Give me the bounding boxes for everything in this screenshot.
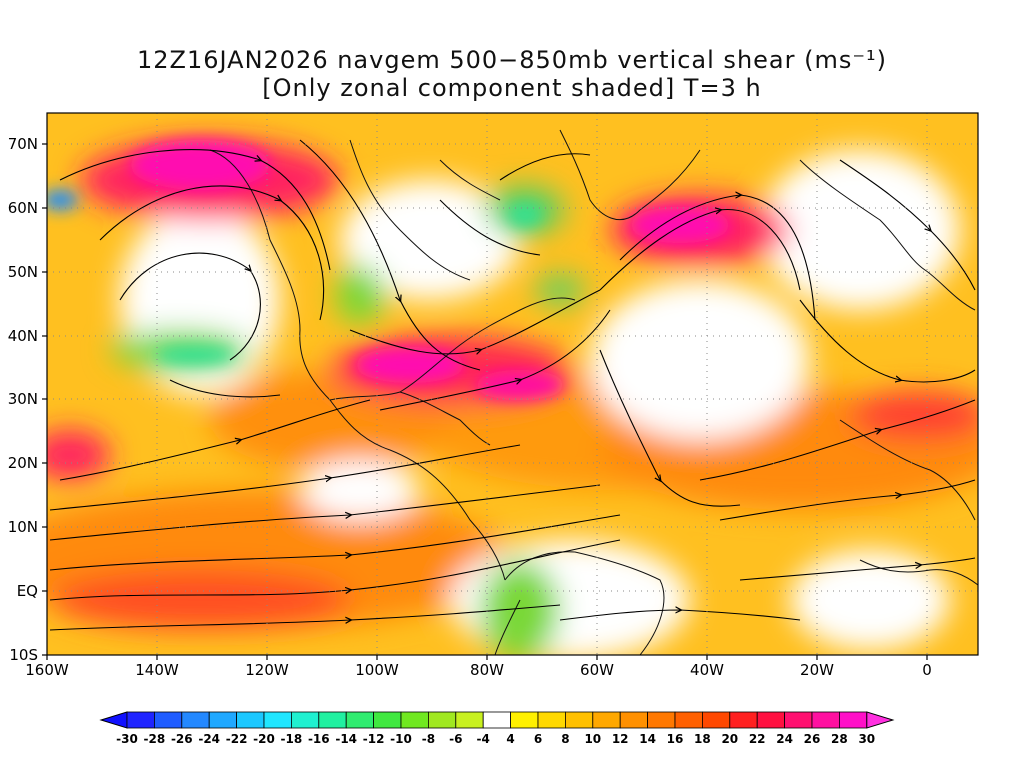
colorbar-label: 26	[803, 732, 821, 746]
colorbar-label: 4	[506, 732, 515, 746]
lat-label-10s: 10S	[9, 646, 38, 664]
lon-label-120w: 120W	[245, 661, 289, 679]
colorbar-label: 28	[831, 732, 848, 746]
coastlines	[209, 129, 978, 655]
colorbar-label: 8	[561, 732, 570, 746]
colorbar-cell	[126, 711, 155, 729]
streamlines	[49, 139, 976, 631]
colorbar-cell	[510, 711, 539, 729]
colorbar-cell	[153, 711, 183, 729]
lat-label-30n: 30N	[7, 390, 38, 408]
colorbar-cell	[290, 711, 320, 729]
colorbar-cell	[236, 711, 265, 729]
lon-label-100w: 100W	[355, 661, 399, 679]
shading-layer	[47, 113, 978, 655]
grid-lines	[47, 113, 978, 655]
colorbar-label: -8	[421, 732, 436, 746]
colorbar-cell	[537, 711, 566, 729]
colorbar-cell	[181, 711, 210, 729]
colorbar-label: 16	[666, 732, 684, 746]
colorbar-cell	[729, 711, 758, 729]
colorbar-label: 10	[584, 732, 602, 746]
colorbar-arrow-left	[99, 711, 128, 729]
colorbar-label: -24	[198, 732, 221, 746]
colorbar-label: -28	[143, 732, 166, 746]
colorbar-label: 20	[721, 732, 739, 746]
colorbar-cell	[263, 711, 292, 729]
colorbar-cell	[400, 711, 429, 729]
colorbar-label: -22	[225, 732, 248, 746]
plot-frame	[46, 112, 979, 656]
colorbar-cell	[702, 711, 731, 729]
lat-label-70n: 70N	[7, 135, 38, 153]
colorbar-cell	[811, 711, 840, 729]
colorbar-label: -26	[170, 732, 193, 746]
colorbar-cell	[565, 711, 594, 729]
colorbar-cell	[592, 711, 621, 729]
colorbar-label: -30	[116, 732, 138, 746]
lon-label-80w: 80W	[470, 661, 504, 679]
colorbar-label: 12	[611, 732, 629, 746]
lat-label-eq: EQ	[16, 582, 38, 600]
colorbar-arrow-right	[866, 711, 895, 729]
colorbar-cell	[208, 711, 237, 729]
map-title-line1: 12Z16JAN2026 navgem 500−850mb vertical s…	[136, 46, 888, 74]
colorbar-label: 6	[533, 732, 543, 746]
lat-label-60n: 60N	[7, 199, 38, 217]
lat-label-50n: 50N	[7, 263, 38, 281]
colorbar-cell	[839, 711, 868, 729]
colorbar-label: 22	[748, 732, 766, 746]
axis-ticks	[42, 143, 928, 660]
colorbar-cell	[674, 711, 703, 729]
colorbar-cell	[345, 711, 375, 729]
lon-label-40w: 40W	[690, 661, 724, 679]
lon-label-160w: 160W	[25, 661, 69, 679]
lat-label-20n: 20N	[7, 454, 38, 472]
colorbar-label: -4	[476, 732, 490, 746]
colorbar-label: 24	[776, 732, 793, 746]
lat-label-10n: 10N	[7, 518, 38, 536]
colorbar-cell	[647, 711, 676, 729]
colorbar-label: -6	[449, 732, 463, 746]
colorbar-label: -12	[362, 732, 385, 746]
colorbar-cell	[619, 711, 649, 729]
colorbar-cell	[373, 711, 402, 729]
colorbar-label: -10	[390, 732, 412, 746]
colorbar-label: 30	[858, 732, 876, 746]
lon-label-140w: 140W	[135, 661, 179, 679]
lon-label-0: 0	[922, 661, 932, 679]
colorbar-label: 14	[639, 732, 656, 746]
colorbar-label: -14	[335, 732, 358, 746]
colorbar-cell	[784, 711, 813, 729]
colorbar-label: -16	[307, 732, 330, 746]
colorbar-cell	[318, 711, 347, 729]
colorbar-label: -20	[253, 732, 275, 746]
colorbar-cell	[455, 711, 484, 729]
colorbar-cell	[427, 711, 457, 729]
colorbar-cell	[756, 711, 786, 729]
lon-label-60w: 60W	[580, 661, 614, 679]
colorbar	[99, 711, 895, 729]
colorbar-label: -18	[280, 732, 303, 746]
map-title-line2: [Only zonal component shaded] T=3 h	[262, 74, 762, 102]
colorbar-cell	[482, 711, 512, 729]
lon-label-20w: 20W	[800, 661, 834, 679]
lat-label-40n: 40N	[7, 327, 38, 345]
colorbar-label: 18	[694, 732, 711, 746]
